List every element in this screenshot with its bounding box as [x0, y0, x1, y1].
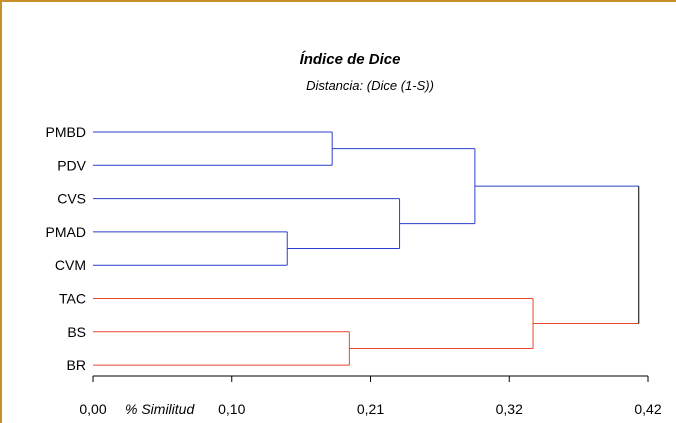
dendrogram-links	[93, 131, 640, 366]
x-axis-label: % Similitud	[125, 401, 195, 417]
x-tick-label: 0,10	[218, 401, 245, 417]
chart-title: Índice de Dice	[300, 51, 401, 68]
x-tick-label: 0,42	[634, 401, 661, 417]
leaf-label-cvm: CVM	[55, 257, 86, 273]
leaf-label-tac: TAC	[59, 291, 86, 307]
leaf-label-pmad: PMAD	[46, 224, 86, 240]
x-tick-label: 0,00	[79, 401, 106, 417]
x-axis-ticks: 0,00 0,10 0,21 0,32 0,42	[79, 376, 662, 417]
chart-subtitle: Distancia: (Dice (1-S))	[306, 78, 434, 93]
leaf-label-cvs: CVS	[57, 191, 86, 207]
leaf-label-pmbd: PMBD	[46, 124, 86, 140]
leaf-label-br: BR	[67, 357, 86, 373]
leaf-labels: PMBD PDV CVS PMAD CVM TAC BS BR	[46, 124, 87, 373]
leaf-label-pdv: PDV	[57, 157, 86, 173]
leaf-label-bs: BS	[67, 324, 86, 340]
x-tick-label: 0,32	[496, 401, 523, 417]
x-tick-label: 0,21	[357, 401, 384, 417]
